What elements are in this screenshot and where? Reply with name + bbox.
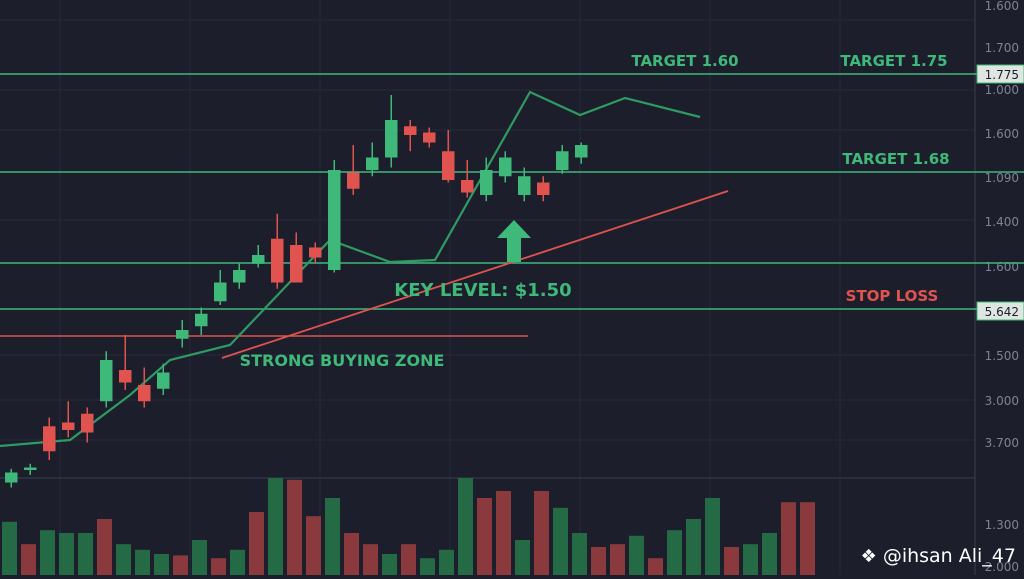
candle-body	[499, 158, 512, 177]
volume-bar	[439, 550, 454, 575]
volume-bar	[800, 502, 815, 575]
volume-bar	[762, 533, 777, 575]
candle-body	[176, 330, 189, 339]
volume-bar	[572, 533, 587, 575]
volume-bar	[173, 555, 188, 575]
candle-body	[290, 245, 303, 283]
price-tick-label: 1.000	[985, 83, 1019, 97]
candle-body	[62, 423, 75, 431]
candle-body	[252, 255, 265, 264]
volume-bar	[515, 540, 530, 575]
volume-bar	[306, 516, 321, 575]
volume-bar	[743, 544, 758, 575]
price-tick-label: 1.400	[985, 215, 1019, 229]
price-tick-label: 3.000	[985, 394, 1019, 408]
volume-bar	[40, 530, 55, 575]
volume-bar	[781, 502, 796, 575]
watermark-text: @ihsan Ali_47	[883, 545, 1016, 567]
volume-bar	[325, 498, 340, 575]
volume-bar	[78, 533, 93, 575]
candle-body	[537, 183, 550, 196]
candle-body	[24, 468, 37, 471]
candle-body	[81, 414, 94, 433]
label-key-level: KEY LEVEL: $1.50	[394, 280, 571, 301]
candle-body	[347, 173, 360, 189]
candle-body	[575, 145, 588, 158]
volume-bar	[287, 480, 302, 575]
volume-bar	[553, 508, 568, 575]
price-tick-label: 1.600	[985, 260, 1019, 274]
volume-bar	[230, 550, 245, 575]
volume-bar	[2, 522, 17, 575]
label-target-1-68: TARGET 1.68	[842, 150, 949, 168]
candle-body	[5, 473, 18, 483]
candle-body	[556, 151, 569, 170]
label-target-1-60: TARGET 1.60	[631, 52, 738, 70]
volume-bar	[192, 540, 207, 575]
volume-bar	[610, 544, 625, 575]
volume-bar	[97, 519, 112, 575]
candle-body	[328, 170, 341, 270]
watermark: ❖ @ihsan Ali_47	[861, 545, 1016, 567]
volume-bar	[591, 547, 606, 575]
label-stop-loss: STOP LOSS	[846, 287, 939, 305]
price-tick-label: 1.600	[985, 0, 1019, 13]
candle-body	[518, 176, 531, 195]
price-tick-label: 1.600	[985, 127, 1019, 141]
price-tick-label: 1.700	[985, 41, 1019, 55]
candle-body	[309, 248, 322, 258]
volume-bar	[135, 550, 150, 575]
volume-bar	[534, 491, 549, 575]
volume-bar	[648, 558, 663, 575]
candle-body	[138, 385, 151, 401]
candle-body	[157, 373, 170, 389]
volume-bar	[154, 554, 169, 575]
label-strong-buying-zone: STRONG BUYING ZONE	[240, 351, 445, 370]
volume-bar	[477, 498, 492, 575]
volume-bar	[59, 533, 74, 575]
candle-body	[480, 170, 493, 195]
price-tick-label: 1.500	[985, 349, 1019, 363]
candle-body	[442, 151, 455, 180]
volume-bar	[667, 530, 682, 575]
diamond-logo-icon: ❖	[861, 546, 877, 567]
price-tick-label: 1.090	[985, 171, 1019, 185]
price-tag-target: 1.775	[985, 68, 1019, 82]
up-arrow-icon	[497, 220, 531, 262]
candle-body	[271, 239, 284, 283]
volume-bar	[344, 533, 359, 575]
candle-body	[404, 126, 417, 135]
volume-bar	[21, 544, 36, 575]
candle-body	[461, 180, 474, 193]
candle-body	[423, 133, 436, 143]
volume-bar	[401, 544, 416, 575]
label-target-1-75: TARGET 1.75	[840, 52, 947, 70]
volume-bar	[629, 536, 644, 575]
candle-body	[43, 426, 56, 451]
candle-body	[100, 360, 113, 401]
volume-tick-label: 1.300	[985, 518, 1019, 532]
candle-body	[119, 370, 132, 383]
volume-bar	[363, 544, 378, 575]
volume-bar	[496, 491, 511, 575]
candle-body	[233, 270, 246, 283]
volume-bar	[705, 498, 720, 575]
volume-bar	[382, 554, 397, 575]
volume-bar	[724, 547, 739, 575]
price-tag-stop: 5.642	[985, 305, 1019, 319]
candle-body	[366, 158, 379, 171]
volume-bar	[420, 558, 435, 575]
volume-bar	[249, 512, 264, 575]
candle-body	[385, 120, 398, 158]
price-tick-label: 3.700	[985, 436, 1019, 450]
candle-body	[195, 314, 208, 327]
volume-bar	[211, 558, 226, 575]
volume-bar	[458, 478, 473, 575]
volume-bar	[686, 519, 701, 575]
volume-bar	[268, 478, 283, 575]
candle-body	[214, 283, 227, 302]
volume-bar	[116, 544, 131, 575]
